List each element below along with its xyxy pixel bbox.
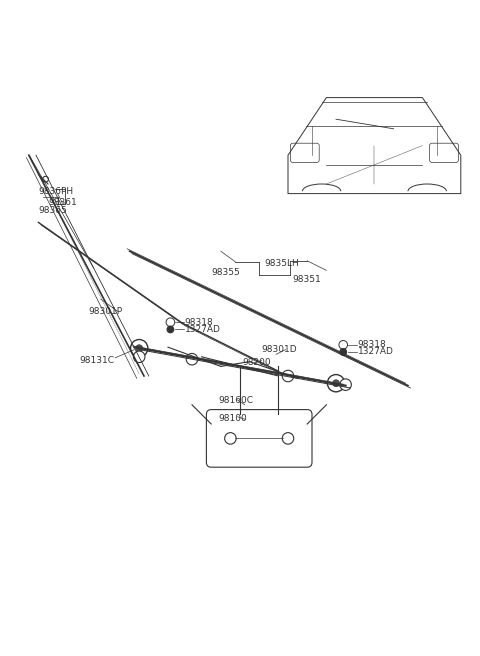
Circle shape	[167, 326, 174, 333]
Text: 98160C: 98160C	[218, 396, 253, 405]
FancyBboxPatch shape	[206, 409, 312, 467]
Circle shape	[333, 380, 339, 386]
Text: 98355: 98355	[211, 268, 240, 277]
Circle shape	[340, 348, 347, 356]
Text: 98301D: 98301D	[262, 345, 297, 354]
Text: 98301P: 98301P	[89, 307, 123, 316]
Circle shape	[225, 433, 236, 444]
Text: 98318: 98318	[185, 318, 214, 327]
Text: 1327AD: 1327AD	[185, 325, 221, 334]
FancyBboxPatch shape	[430, 143, 458, 163]
Text: 9835LH: 9835LH	[264, 258, 299, 268]
Circle shape	[339, 340, 348, 349]
Circle shape	[282, 433, 294, 444]
Circle shape	[136, 345, 143, 352]
Circle shape	[282, 370, 294, 382]
Circle shape	[186, 354, 198, 365]
Text: 98351: 98351	[293, 276, 322, 285]
Text: 9836PH: 9836PH	[38, 187, 73, 195]
Text: 98100: 98100	[218, 414, 247, 422]
Circle shape	[43, 176, 48, 182]
Text: 98131C: 98131C	[79, 356, 114, 365]
Text: 98318: 98318	[358, 340, 386, 349]
Text: 1327AD: 1327AD	[358, 348, 394, 356]
Circle shape	[166, 318, 175, 327]
Circle shape	[133, 351, 145, 363]
Circle shape	[340, 379, 351, 390]
Text: 98200: 98200	[242, 358, 271, 367]
Circle shape	[327, 375, 345, 392]
FancyBboxPatch shape	[290, 143, 319, 163]
Text: 98365: 98365	[38, 206, 67, 215]
Circle shape	[131, 340, 148, 357]
Text: 98361: 98361	[48, 197, 77, 207]
